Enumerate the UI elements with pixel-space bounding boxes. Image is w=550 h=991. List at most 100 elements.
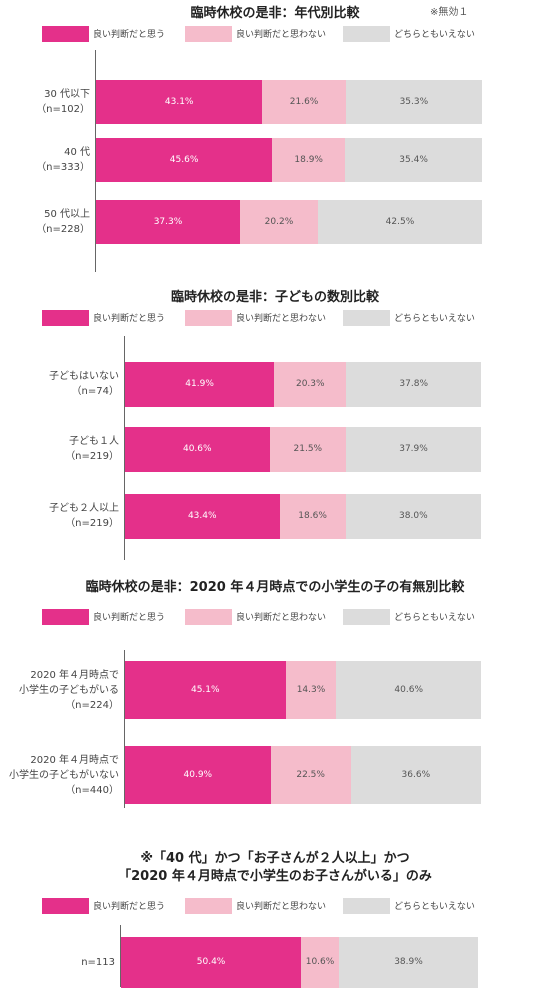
category-label: 子ども２人以上 （n=219） — [3, 501, 119, 531]
chart-title-3: 臨時休校の是非：2020 年４月時点での小学生の子の有無別比較 — [0, 576, 550, 595]
legend-swatch — [185, 898, 232, 914]
legend-label: 良い判断だと思わない — [236, 613, 327, 623]
data-label: 35.3% — [399, 97, 429, 107]
bar-segment: 45.1% — [125, 661, 286, 719]
data-label: 43.1% — [164, 97, 194, 107]
chart-title-4: ※「40 代」かつ「お子さんが２人以上」かつ 「2020 年４月時点で小学生のお子… — [0, 850, 550, 886]
bar-segment: 37.8% — [346, 361, 481, 407]
category-label-line: 2020 年４月時点で — [30, 669, 119, 681]
data-label: 18.6% — [298, 511, 327, 521]
data-label: 20.3% — [295, 379, 325, 389]
bar-segment: 14.3% — [285, 661, 337, 719]
category-label: 子どもはいない （n=74） — [3, 369, 119, 399]
chart-title-1: 臨時休校の是非：年代別比較 — [0, 2, 550, 21]
category-label-line: （n=440） — [65, 784, 119, 796]
legend-swatch — [343, 898, 390, 914]
data-label: 45.1% — [190, 685, 220, 695]
legend-label: 良い判断だと思う — [93, 30, 166, 40]
data-label: 21.5% — [293, 444, 323, 454]
bar-segment: 40.6% — [125, 426, 270, 472]
data-label: 14.3% — [296, 685, 326, 695]
bar-segment: 21.6% — [262, 80, 346, 124]
legend-label: 良い判断だと思う — [93, 613, 166, 623]
category-label-line: （n=219） — [65, 451, 119, 462]
legend-label: 良い判断だと思わない — [236, 314, 327, 324]
legend-label: どちらともいえない — [394, 314, 475, 324]
data-label: 37.8% — [399, 379, 428, 389]
bar-segment: 42.5% — [317, 200, 482, 244]
bar-segment: 22.5% — [270, 746, 351, 804]
category-axis — [95, 50, 96, 272]
bar-segment: 35.3% — [345, 80, 482, 124]
legend-label: どちらともいえない — [394, 902, 475, 912]
data-label: 37.3% — [153, 217, 183, 227]
category-label: 30 代以下 （n=102） — [0, 87, 90, 117]
bar-segment: 36.6% — [350, 746, 481, 804]
bar-segment: 18.9% — [272, 138, 346, 182]
data-label: 42.5% — [385, 217, 415, 227]
data-label: 37.9% — [399, 444, 428, 454]
category-label-line: n=113 — [81, 956, 115, 968]
legend-swatch — [42, 310, 89, 326]
chart-title-line: 臨時休校の是非：年代別比較 — [190, 6, 360, 21]
category-label-line: 2020 年４月時点で — [30, 754, 119, 766]
chart-title-line: 臨時休校の是非：2020 年４月時点での小学生の子の有無別比較 — [85, 580, 465, 595]
bar-segment: 50.4% — [121, 936, 302, 988]
category-label-line: 30 代以下 — [44, 89, 90, 100]
category-label-line: （n=333） — [36, 162, 90, 173]
category-label: 2020 年４月時点で 小学生の子どもがいる （n=224） — [3, 668, 119, 713]
chart-title-line: ※「40 代」かつ「お子さんが２人以上」かつ — [140, 851, 410, 866]
legend-swatch — [42, 26, 89, 42]
legend-swatch — [343, 26, 390, 42]
data-label: 35.4% — [399, 155, 428, 165]
category-label-line: 子ども２人以上 — [49, 503, 119, 514]
bar-segment: 37.9% — [346, 426, 481, 472]
legend-label: 良い判断だと思う — [93, 902, 166, 912]
data-label: 50.4% — [196, 957, 226, 967]
category-label-line: （n=224） — [65, 699, 119, 711]
bar-segment: 18.6% — [279, 493, 346, 539]
category-label: 40 代 （n=333） — [0, 145, 90, 175]
bar-segment: 43.4% — [125, 493, 280, 539]
data-label: 21.6% — [289, 97, 319, 107]
data-label: 40.6% — [182, 444, 212, 454]
data-label: 40.9% — [183, 770, 213, 780]
legend-swatch — [343, 310, 390, 326]
bar-segment: 38.9% — [338, 936, 478, 988]
bar-segment: 35.4% — [345, 138, 482, 182]
chart-title-2: 臨時休校の是非：子どもの数別比較 — [0, 286, 550, 305]
bar-segment: 21.5% — [269, 426, 347, 472]
bar-segment: 40.6% — [336, 661, 481, 719]
category-label: 2020 年４月時点で 小学生の子どもがいない （n=440） — [3, 753, 119, 798]
legend-swatch — [185, 26, 232, 42]
category-label: 子ども１人 （n=219） — [3, 434, 119, 464]
chart-title-line: 臨時休校の是非：子どもの数別比較 — [170, 290, 379, 305]
legend-swatch — [42, 898, 89, 914]
category-label-line: 子ども１人 — [69, 436, 119, 447]
data-label: 38.9% — [394, 957, 423, 967]
category-label-line: （n=219） — [65, 518, 119, 529]
bar-segment: 41.9% — [125, 361, 275, 407]
bar-segment: 20.2% — [239, 200, 318, 244]
bar-segment: 10.6% — [301, 936, 339, 988]
data-label: 40.6% — [394, 685, 424, 695]
category-label-line: （n=228） — [36, 224, 90, 235]
data-label: 20.2% — [264, 217, 294, 227]
data-label: 43.4% — [187, 511, 217, 521]
category-label-line: 40 代 — [64, 147, 90, 158]
legend-label: 良い判断だと思わない — [236, 30, 327, 40]
category-label-line: 50 代以上 — [44, 209, 90, 220]
data-label: 36.6% — [401, 770, 431, 780]
data-label: 41.9% — [185, 379, 214, 389]
bar-segment: 38.0% — [345, 493, 481, 539]
legend-swatch — [185, 310, 232, 326]
bar-segment: 37.3% — [96, 200, 240, 244]
data-label: 45.6% — [169, 155, 199, 165]
category-label: n=113 — [0, 955, 115, 970]
data-label: 38.0% — [399, 511, 428, 521]
bar-segment: 40.9% — [125, 746, 271, 804]
bar-segment: 45.6% — [96, 138, 273, 182]
legend-label: どちらともいえない — [394, 613, 475, 623]
category-label: 50 代以上 （n=228） — [0, 207, 90, 237]
category-axis — [124, 336, 125, 560]
